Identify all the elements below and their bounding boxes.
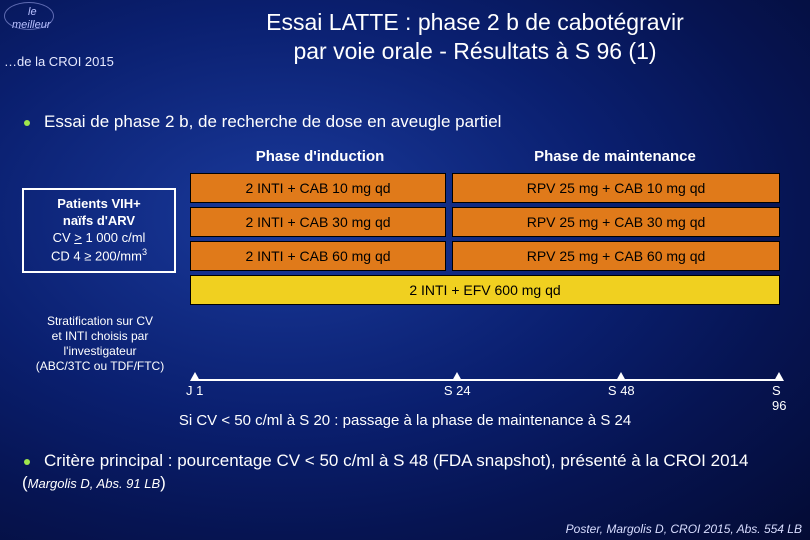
col-header-maintenance: Phase de maintenance [450, 148, 780, 165]
table-row: 2 INTI + CAB 60 mg qd RPV 25 mg + CAB 60… [190, 241, 780, 271]
arrow-up-icon [616, 372, 626, 381]
cell-efv: 2 INTI + EFV 600 mg qd [190, 275, 780, 305]
arrow-up-icon [452, 372, 462, 381]
patients-l3b: 1 000 c/ml [82, 230, 146, 245]
gte-icon: > [74, 230, 82, 245]
timeline-tick: S 24 [444, 372, 471, 398]
arrow-up-icon [190, 372, 200, 381]
table-row: 2 INTI + CAB 10 mg qd RPV 25 mg + CAB 10… [190, 173, 780, 203]
timeline-label: S 24 [444, 383, 471, 398]
logo: le meilleur [8, 6, 51, 31]
strat-l1: Stratification sur CV [47, 314, 153, 328]
timeline-tick: S 96 [772, 372, 786, 413]
cell-maintenance: RPV 25 mg + CAB 60 mg qd [452, 241, 780, 271]
timeline-label: S 96 [772, 383, 786, 413]
strat-l3: l'investigateur [64, 344, 137, 358]
cell-maintenance: RPV 25 mg + CAB 30 mg qd [452, 207, 780, 237]
bullet-primary-endpoint: Critère principal : pourcentage CV < 50 … [22, 450, 790, 494]
bullet2-ref: Margolis D, Abs. 91 LB [28, 476, 160, 491]
cell-maintenance: RPV 25 mg + CAB 10 mg qd [452, 173, 780, 203]
timeline-tick: J 1 [186, 372, 203, 398]
poster-credit: Poster, Margolis D, CROI 2015, Abs. 554 … [566, 522, 802, 536]
bullet-study-design: Essai de phase 2 b, de recherche de dose… [22, 112, 790, 132]
patients-l4sup: 3 [142, 247, 147, 257]
timeline-label: J 1 [186, 383, 203, 398]
strat-l4: (ABC/3TC ou TDF/FTC) [36, 359, 164, 373]
timeline-tick: S 48 [608, 372, 635, 398]
arrow-up-icon [774, 372, 784, 381]
table-row-efv: 2 INTI + EFV 600 mg qd [190, 275, 780, 305]
patients-l1: Patients VIH+ [57, 196, 140, 211]
source-label: …de la CROI 2015 [4, 54, 114, 69]
cell-induction: 2 INTI + CAB 30 mg qd [190, 207, 446, 237]
table-row: 2 INTI + CAB 30 mg qd RPV 25 mg + CAB 30… [190, 207, 780, 237]
bullet-icon [24, 120, 30, 126]
timeline-label: S 48 [608, 383, 635, 398]
title-line-2: par voie orale - Résultats à S 96 (1) [293, 38, 656, 64]
patients-l3a: CV [53, 230, 75, 245]
timeline-track [194, 379, 780, 381]
timeline: J 1S 24S 48S 96 [194, 372, 780, 396]
col-header-induction: Phase d'induction [190, 148, 450, 165]
title-line-1: Essai LATTE : phase 2 b de cabotégravir [266, 9, 684, 35]
stratification-note: Stratification sur CV et INTI choisis pa… [12, 314, 188, 374]
strat-l2: et INTI choisis par [52, 329, 149, 343]
cell-induction: 2 INTI + CAB 10 mg qd [190, 173, 446, 203]
bullet-icon [24, 459, 30, 465]
patients-box: Patients VIH+ naïfs d'ARV CV > 1 000 c/m… [22, 188, 176, 273]
patients-l2: naïfs d'ARV [63, 213, 135, 228]
transition-note: Si CV < 50 c/ml à S 20 : passage à la ph… [40, 412, 770, 429]
cell-induction: 2 INTI + CAB 60 mg qd [190, 241, 446, 271]
bullet2-c: ) [160, 473, 166, 492]
page-title: Essai LATTE : phase 2 b de cabotégravir … [170, 8, 780, 66]
arm-table: Phase d'induction Phase de maintenance 2… [190, 148, 780, 309]
bullet1-text: Essai de phase 2 b, de recherche de dose… [44, 112, 501, 131]
patients-l4a: CD 4 ≥ 200/mm [51, 248, 142, 263]
